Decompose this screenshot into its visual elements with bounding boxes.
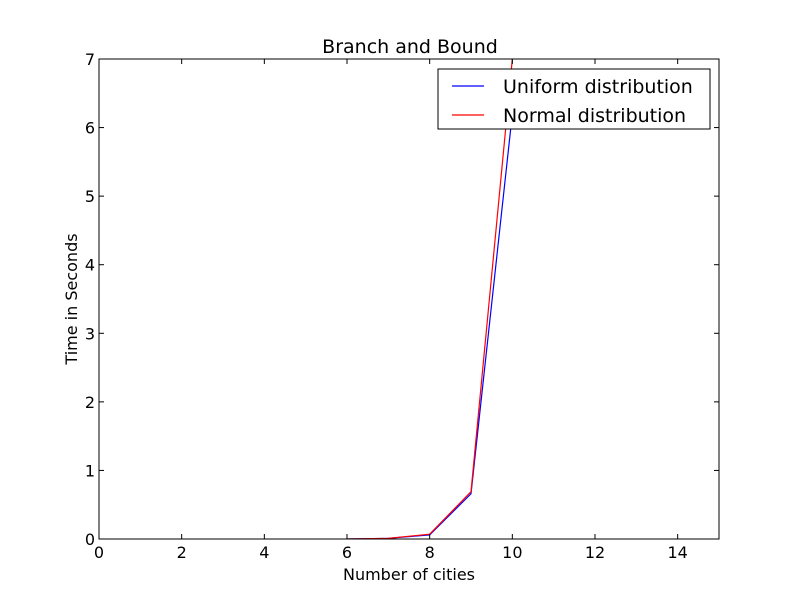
y-axis-ticks: 0 1 2 3 4 5 6 7 — [85, 50, 719, 549]
x-axis-ticks: 0 2 4 6 8 10 12 14 — [94, 59, 688, 562]
y-tick-label: 5 — [85, 187, 95, 206]
x-tick-label: 6 — [342, 543, 352, 562]
x-tick-label: 0 — [94, 543, 104, 562]
y-tick-label: 2 — [85, 393, 95, 412]
legend: Uniform distribution Normal distribution — [437, 68, 711, 130]
y-tick-label: 1 — [85, 461, 95, 480]
x-tick-label: 8 — [425, 543, 435, 562]
x-axis-label: Number of cities — [343, 565, 475, 584]
y-tick-label: 4 — [85, 256, 95, 275]
x-tick-label: 14 — [667, 543, 687, 562]
x-tick-label: 4 — [259, 543, 269, 562]
y-tick-label: 6 — [85, 119, 95, 138]
plot-frame — [98, 58, 720, 540]
x-tick-label: 2 — [177, 543, 187, 562]
y-tick-label: 3 — [85, 324, 95, 343]
legend-frame — [437, 68, 711, 130]
chart-title: Branch and Bound — [322, 36, 498, 58]
y-tick-label: 0 — [85, 530, 95, 549]
x-tick-label: 12 — [585, 543, 605, 562]
y-axis-label: Time in Seconds — [62, 233, 81, 365]
legend-label: Normal distribution — [503, 105, 686, 127]
y-tick-label: 7 — [85, 50, 95, 69]
x-tick-label: 10 — [502, 543, 522, 562]
legend-label: Uniform distribution — [503, 76, 693, 98]
